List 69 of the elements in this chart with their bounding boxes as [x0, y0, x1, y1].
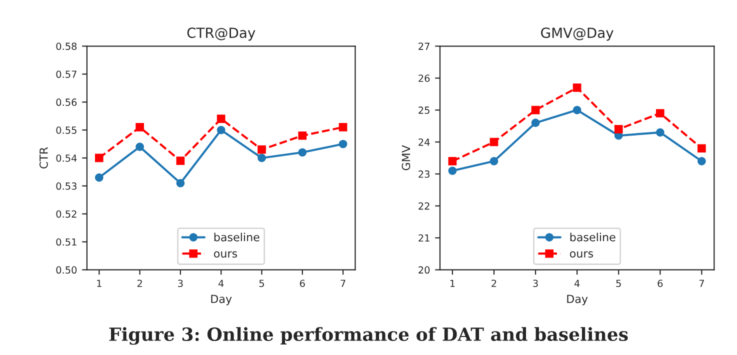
- legend-label: ours: [214, 251, 238, 258]
- point: [298, 148, 307, 157]
- point: [698, 157, 706, 166]
- y-tick-label: 0.55: [56, 126, 76, 134]
- y-tick-label: 0.57: [56, 70, 76, 78]
- point: [338, 140, 348, 148]
- y-tick-label: 0.51: [56, 238, 76, 246]
- x-tick-label: 6: [300, 280, 305, 288]
- point: [698, 144, 706, 153]
- point: [258, 145, 266, 154]
- x-tick-label: 1: [450, 280, 455, 287]
- x-tick-label: 7: [699, 280, 704, 287]
- point: [94, 154, 104, 162]
- y-tick-label: 27: [418, 42, 430, 50]
- x-tick-label: 5: [616, 280, 621, 288]
- x-tick-label: 3: [533, 280, 538, 288]
- x-tick-label: 1: [97, 280, 102, 287]
- y-tick-label: 0.50: [56, 266, 77, 274]
- point: [216, 126, 226, 134]
- y-tick-label: 0.54: [56, 154, 77, 162]
- y-tick-label: 0.58: [56, 42, 77, 50]
- y-tick-label: 0.56: [56, 98, 77, 106]
- point: [176, 156, 185, 165]
- y-axis-title: GMV: [402, 145, 410, 170]
- legend-label: baseline: [214, 232, 260, 242]
- point: [614, 125, 623, 134]
- x-axis-title: Day: [567, 294, 588, 306]
- y-axis-title: CTR: [39, 147, 48, 168]
- point: [572, 84, 582, 92]
- legend-label: baseline: [570, 232, 616, 242]
- x-tick-label: 7: [340, 280, 346, 287]
- chart-title: GMV@Day: [541, 28, 614, 41]
- y-tick-label: 26: [418, 74, 430, 82]
- point: [531, 118, 540, 127]
- x-axis-title: Day: [211, 294, 232, 306]
- point: [176, 178, 185, 188]
- point: [94, 173, 104, 182]
- x-tick-label: 2: [137, 280, 142, 287]
- point: [490, 138, 498, 146]
- x-tick-label: 4: [574, 280, 580, 287]
- x-tick-label: 3: [178, 280, 183, 288]
- x-tick-label: 4: [218, 280, 224, 287]
- point: [136, 123, 144, 132]
- point: [338, 123, 348, 132]
- y-tick-label: 23: [418, 170, 430, 178]
- y-tick-label: 0.52: [56, 210, 76, 218]
- point: [448, 157, 457, 166]
- point: [136, 142, 144, 151]
- y-tick-label: 22: [418, 202, 430, 210]
- y-tick-label: 25: [418, 106, 430, 114]
- point: [531, 106, 540, 114]
- point: [656, 109, 664, 118]
- point: [448, 166, 457, 175]
- x-tick-label: 5: [259, 280, 264, 288]
- y-tick-label: 20: [418, 266, 430, 274]
- x-tick-label: 6: [658, 280, 663, 288]
- point: [216, 114, 226, 124]
- point: [656, 128, 664, 137]
- y-tick-label: 21: [418, 234, 430, 242]
- point: [572, 106, 582, 114]
- y-tick-label: 24: [418, 138, 430, 146]
- point: [490, 157, 498, 166]
- x-tick-label: 2: [492, 280, 496, 287]
- y-tick-label: 0.53: [56, 182, 76, 190]
- legend-label: ours: [570, 251, 594, 258]
- point: [298, 131, 307, 140]
- chart-title: CTR@Day: [187, 28, 256, 41]
- point: [258, 154, 266, 162]
- caption: Figure 3: Online performance of DAT and baselines: [109, 327, 628, 345]
